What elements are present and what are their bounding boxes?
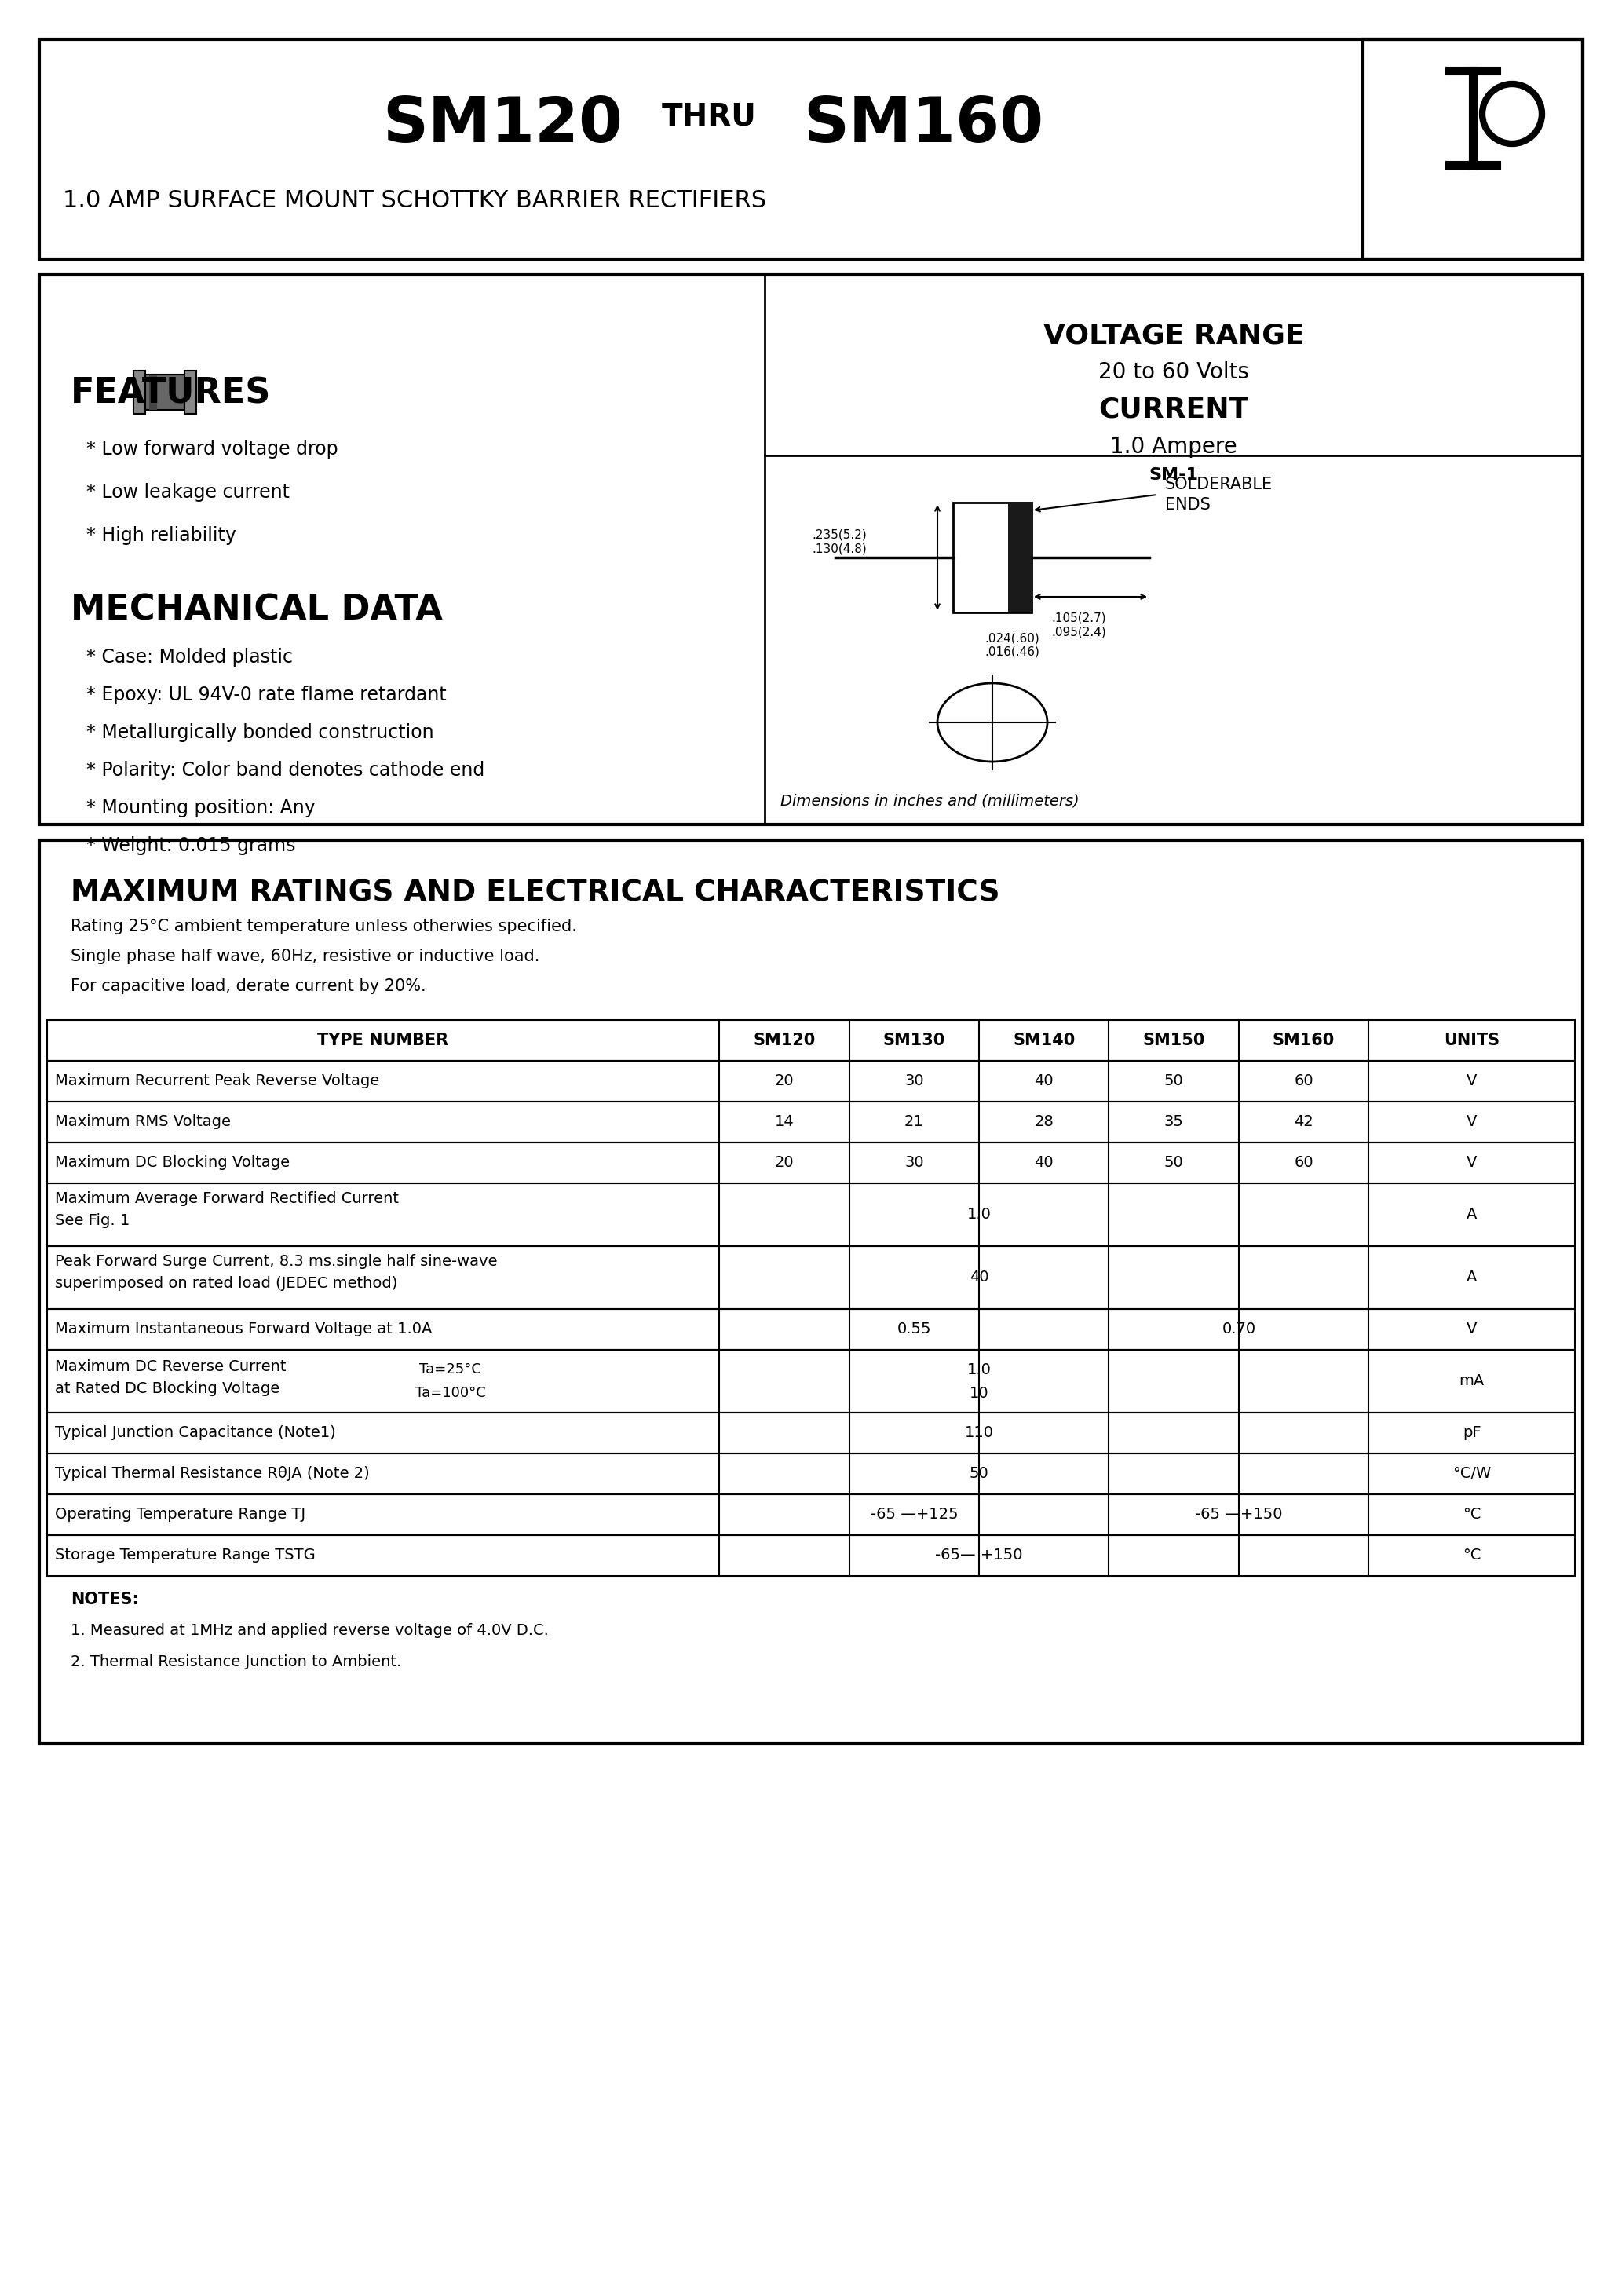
Text: 40: 40: [1035, 1075, 1054, 1088]
Text: UNITS: UNITS: [1444, 1033, 1500, 1049]
Text: -65— +150: -65— +150: [936, 1548, 1023, 1564]
Bar: [133, 370, 146, 413]
Text: Maximum Recurrent Peak Reverse Voltage: Maximum Recurrent Peak Reverse Voltage: [55, 1075, 380, 1088]
Text: 1.0: 1.0: [967, 1208, 991, 1221]
Text: For capacitive load, derate current by 20%.: For capacitive load, derate current by 2…: [71, 978, 427, 994]
Text: Maximum RMS Voltage: Maximum RMS Voltage: [55, 1114, 230, 1130]
Text: 35: 35: [1165, 1114, 1184, 1130]
Text: 20: 20: [775, 1075, 793, 1088]
Text: Maximum DC Reverse Current: Maximum DC Reverse Current: [55, 1359, 285, 1373]
Text: SM-1: SM-1: [1148, 466, 1199, 482]
Text: * Metallurgically bonded construction: * Metallurgically bonded construction: [86, 723, 433, 742]
Text: 40: 40: [1035, 1155, 1054, 1171]
Text: SM160: SM160: [1273, 1033, 1335, 1049]
Bar: [47, 1182, 1575, 1247]
Text: Maximum Average Forward Rectified Current: Maximum Average Forward Rectified Curren…: [55, 1192, 399, 1205]
Text: THRU: THRU: [662, 101, 757, 131]
Text: 10: 10: [970, 1384, 989, 1401]
Text: VOLTAGE RANGE: VOLTAGE RANGE: [1043, 321, 1304, 349]
Bar: [1009, 503, 1032, 613]
Bar: [149, 374, 157, 411]
Text: Typical Junction Capacitance (Note1): Typical Junction Capacitance (Note1): [55, 1426, 336, 1440]
Text: 0.55: 0.55: [897, 1322, 931, 1336]
Text: * Weight: 0.015 grams: * Weight: 0.015 grams: [86, 836, 295, 854]
Text: SOLDERABLE
ENDS: SOLDERABLE ENDS: [1165, 478, 1273, 512]
Text: 21: 21: [905, 1114, 925, 1130]
Bar: [47, 1102, 1575, 1143]
Text: 28: 28: [1035, 1114, 1054, 1130]
Text: 30: 30: [905, 1155, 925, 1171]
Text: 20: 20: [775, 1155, 793, 1171]
Text: SM120: SM120: [383, 94, 623, 156]
Text: 0.70: 0.70: [1221, 1322, 1255, 1336]
Text: Maximum Instantaneous Forward Voltage at 1.0A: Maximum Instantaneous Forward Voltage at…: [55, 1322, 431, 1336]
Text: .024(.60)
.016(.46): .024(.60) .016(.46): [985, 631, 1040, 657]
Text: at Rated DC Blocking Voltage: at Rated DC Blocking Voltage: [55, 1382, 279, 1396]
Text: 20 to 60 Volts: 20 to 60 Volts: [1098, 360, 1249, 383]
Text: superimposed on rated load (JEDEC method): superimposed on rated load (JEDEC method…: [55, 1277, 397, 1290]
Text: NOTES:: NOTES:: [71, 1591, 139, 1607]
Text: * Polarity: Color band denotes cathode end: * Polarity: Color band denotes cathode e…: [86, 760, 485, 781]
Text: 14: 14: [775, 1114, 795, 1130]
Text: MAXIMUM RATINGS AND ELECTRICAL CHARACTERISTICS: MAXIMUM RATINGS AND ELECTRICAL CHARACTER…: [71, 879, 999, 907]
Text: TYPE NUMBER: TYPE NUMBER: [318, 1033, 449, 1049]
Text: 1.0 Ampere: 1.0 Ampere: [1109, 436, 1238, 457]
Text: .105(2.7)
.095(2.4): .105(2.7) .095(2.4): [1051, 613, 1106, 638]
Bar: [39, 39, 1583, 259]
Text: * Low forward voltage drop: * Low forward voltage drop: [86, 441, 337, 459]
Text: * Low leakage current: * Low leakage current: [86, 482, 290, 503]
Text: Typical Thermal Resistance RθJA (Note 2): Typical Thermal Resistance RθJA (Note 2): [55, 1467, 370, 1481]
Text: * Epoxy: UL 94V-0 rate flame retardant: * Epoxy: UL 94V-0 rate flame retardant: [86, 687, 446, 705]
Bar: [954, 503, 1032, 613]
Text: A: A: [1466, 1208, 1478, 1221]
Text: Rating 25°C ambient temperature unless otherwies specified.: Rating 25°C ambient temperature unless o…: [71, 918, 577, 934]
Text: °C/W: °C/W: [1452, 1467, 1491, 1481]
Text: 1.0: 1.0: [967, 1362, 991, 1378]
Bar: [146, 374, 185, 411]
Text: pF: pF: [1463, 1426, 1481, 1440]
Bar: [39, 276, 1583, 824]
Bar: [47, 1536, 1575, 1575]
Bar: [47, 1061, 1575, 1102]
Text: -65 —+150: -65 —+150: [1195, 1506, 1283, 1522]
Text: Storage Temperature Range TSTG: Storage Temperature Range TSTG: [55, 1548, 315, 1564]
Text: 60: 60: [1294, 1155, 1314, 1171]
Bar: [185, 370, 196, 413]
Bar: [39, 840, 1583, 1743]
Text: °C: °C: [1463, 1506, 1481, 1522]
Text: See Fig. 1: See Fig. 1: [55, 1212, 130, 1228]
Text: 50: 50: [970, 1467, 989, 1481]
Text: A: A: [1466, 1270, 1478, 1286]
Text: * High reliability: * High reliability: [86, 526, 237, 544]
Bar: [47, 1143, 1575, 1182]
Text: -65 —+125: -65 —+125: [871, 1506, 959, 1522]
Text: 60: 60: [1294, 1075, 1314, 1088]
Text: 50: 50: [1165, 1155, 1184, 1171]
Bar: [1362, 39, 1583, 259]
Text: V: V: [1466, 1155, 1478, 1171]
Text: Single phase half wave, 60Hz, resistive or inductive load.: Single phase half wave, 60Hz, resistive …: [71, 948, 540, 964]
Text: V: V: [1466, 1114, 1478, 1130]
Text: MECHANICAL DATA: MECHANICAL DATA: [71, 592, 443, 627]
Text: * Mounting position: Any: * Mounting position: Any: [86, 799, 315, 817]
Text: Maximum DC Blocking Voltage: Maximum DC Blocking Voltage: [55, 1155, 290, 1171]
Text: 1.0 AMP SURFACE MOUNT SCHOTTKY BARRIER RECTIFIERS: 1.0 AMP SURFACE MOUNT SCHOTTKY BARRIER R…: [63, 188, 766, 211]
Text: 30: 30: [905, 1075, 925, 1088]
Text: CURRENT: CURRENT: [1098, 397, 1249, 422]
Text: FEATURES: FEATURES: [71, 377, 271, 411]
Text: 42: 42: [1294, 1114, 1314, 1130]
Text: °C: °C: [1463, 1548, 1481, 1564]
Bar: [47, 1495, 1575, 1536]
Text: 1. Measured at 1MHz and applied reverse voltage of 4.0V D.C.: 1. Measured at 1MHz and applied reverse …: [71, 1623, 548, 1637]
Text: Dimensions in inches and (millimeters): Dimensions in inches and (millimeters): [780, 794, 1079, 808]
Text: .235(5.2)
.130(4.8): .235(5.2) .130(4.8): [811, 528, 866, 556]
Bar: [47, 1412, 1575, 1453]
Text: Ta=25°C: Ta=25°C: [420, 1362, 482, 1378]
Bar: [47, 1309, 1575, 1350]
Text: Ta=100°C: Ta=100°C: [415, 1387, 485, 1401]
Bar: [47, 1247, 1575, 1309]
Text: V: V: [1466, 1322, 1478, 1336]
Bar: [47, 1019, 1575, 1061]
Text: SM130: SM130: [882, 1033, 946, 1049]
Bar: [47, 1350, 1575, 1412]
